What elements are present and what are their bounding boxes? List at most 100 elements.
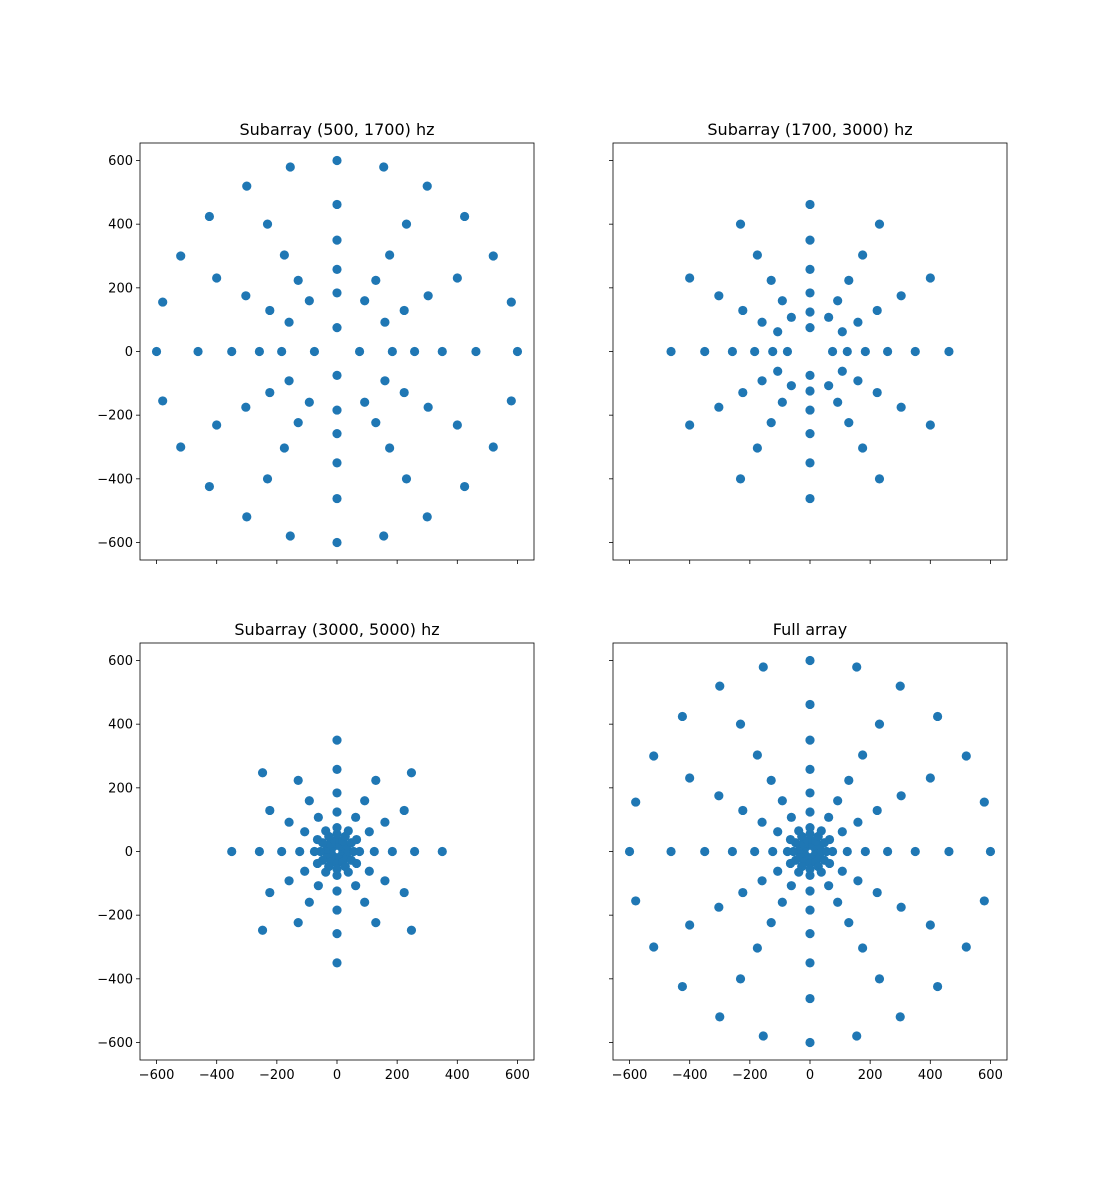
x-tick-label: 0 [806, 1068, 814, 1083]
scatter-point [805, 699, 815, 710]
y-tick-label: 200 [108, 781, 133, 796]
subplot-top-left: Subarray (500, 1700) hz −600 −400 −200 0 200… [97, 120, 535, 564]
scatter-point [757, 817, 767, 827]
scatter-point [805, 323, 815, 333]
scatter-point [944, 846, 954, 857]
scatter-point [332, 829, 342, 839]
y-tick-label: 600 [108, 154, 133, 169]
scatter-point [354, 346, 365, 357]
scatter-point [768, 346, 778, 357]
scatter-point [332, 493, 342, 504]
scatter-point [293, 775, 303, 785]
scatter-point [332, 905, 342, 915]
scatter-point [715, 1012, 725, 1022]
scatter-point [883, 846, 893, 857]
scatter-point [773, 866, 783, 876]
scatter-point [212, 273, 222, 283]
scatter-point [805, 958, 815, 968]
subplot-title: Subarray (500, 1700) hz [239, 120, 434, 139]
scatter-point [332, 864, 342, 874]
scatter-point [332, 929, 342, 939]
scatter-point [773, 366, 783, 376]
scatter-point [827, 346, 838, 357]
scatter-point [360, 897, 370, 907]
scatter-point [506, 396, 516, 406]
scatter-point [354, 846, 365, 857]
scatter-point [254, 846, 264, 857]
scatter-point [833, 397, 843, 407]
scatter-point [265, 387, 275, 398]
scatter-point [685, 920, 695, 930]
scatter-point [824, 858, 835, 869]
y-tick-label: 600 [108, 654, 133, 669]
scatter-point [257, 768, 268, 778]
scatter-point [925, 420, 935, 430]
scatter-point [176, 442, 186, 452]
scatter-point [176, 251, 186, 261]
scatter-point [309, 346, 320, 357]
scatter-point [387, 346, 397, 357]
scatter-point [816, 826, 826, 836]
scatter-point [805, 429, 815, 439]
scatter-point [332, 288, 342, 298]
scatter-point [805, 905, 815, 915]
scatter-point [700, 346, 710, 357]
scatter-point [896, 902, 906, 912]
scatter-point [837, 366, 847, 376]
scatter-point [824, 812, 834, 822]
plot-area [613, 643, 1007, 1060]
scatter-point [837, 866, 847, 876]
scatter-points [666, 199, 954, 504]
scatter-point [351, 881, 361, 891]
scatter-point [777, 897, 787, 907]
scatter-point [379, 162, 389, 172]
scatter-point [332, 323, 342, 333]
scatter-point [782, 346, 793, 357]
scatter-point [380, 876, 390, 886]
scatter-point [777, 296, 787, 306]
x-tick-label: 200 [385, 1068, 410, 1083]
scatter-point [380, 376, 390, 386]
scatter-point [506, 297, 516, 307]
scatter-point [284, 876, 294, 886]
y-tick-label: −400 [97, 972, 133, 987]
scatter-point [786, 881, 796, 891]
scatter-point [332, 735, 342, 745]
scatter-point [833, 296, 843, 306]
scatter-point [883, 346, 893, 357]
scatter-point [399, 805, 409, 816]
scatter-points [624, 655, 996, 1048]
x-tick-label: −600 [612, 1068, 648, 1083]
scatter-point [944, 346, 954, 357]
scatter-point [844, 918, 854, 928]
scatter-point [452, 273, 462, 283]
scatter-point [343, 867, 353, 877]
scatter-point [685, 773, 695, 783]
scatter-point [385, 443, 395, 453]
scatter-point [437, 846, 447, 857]
scatter-point [401, 474, 412, 484]
scatter-point [332, 537, 342, 548]
scatter-point [827, 846, 838, 857]
scatter-point [872, 387, 882, 398]
scatter-point [158, 297, 168, 307]
scatter-point [332, 886, 342, 896]
scatter-point [666, 846, 676, 857]
scatter-point [364, 866, 374, 876]
scatter-point [343, 826, 353, 836]
scatter-point [351, 858, 362, 869]
scatter-point [805, 823, 815, 833]
scatter-point [910, 346, 920, 357]
scatter-point [262, 474, 273, 484]
scatter-point [833, 796, 843, 806]
scatter-point [624, 846, 635, 857]
scatter-point [786, 381, 796, 391]
scatter-point [757, 317, 767, 327]
scatter-point [332, 199, 342, 210]
scatter-point [399, 305, 409, 316]
scatter-point [371, 918, 381, 928]
scatter-point [805, 764, 815, 774]
scatter-point [752, 443, 762, 453]
scatter-point [752, 750, 762, 760]
scatter-point [666, 346, 676, 357]
